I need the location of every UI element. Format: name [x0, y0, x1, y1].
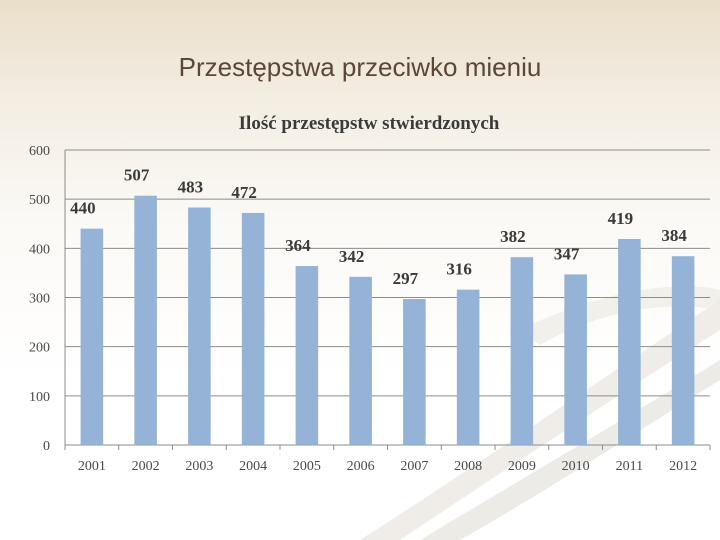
data-label: 507 [124, 166, 150, 185]
data-label: 316 [446, 260, 472, 279]
x-tick-label: 2011 [616, 459, 643, 474]
y-tick-label: 200 [29, 341, 50, 356]
y-tick-label: 400 [29, 242, 50, 257]
x-tick-label: 2012 [669, 459, 697, 474]
data-label: 364 [285, 236, 311, 255]
x-axis: 2001 2002 2003 2004 2005 2006 2007 2008 2009 2010… [78, 459, 697, 474]
data-label: 384 [661, 226, 687, 245]
data-label: 382 [500, 227, 526, 246]
y-tick-label: 500 [29, 193, 50, 208]
bar [510, 257, 534, 445]
bar [564, 274, 587, 445]
bar [456, 289, 480, 445]
x-tick-label: 2010 [562, 459, 590, 474]
bar [241, 212, 265, 445]
x-tick-label: 2006 [347, 459, 375, 474]
x-tick-label: 2007 [400, 459, 428, 474]
x-tick-label: 2004 [239, 459, 267, 474]
bar [403, 298, 426, 445]
bar [349, 276, 372, 445]
bar [618, 238, 641, 445]
data-label: 483 [178, 178, 204, 197]
y-tick-label: 100 [29, 390, 50, 405]
chart-title: Ilość przestępstw stwierdzonych [239, 113, 500, 134]
data-label: 472 [231, 183, 257, 202]
bar [671, 256, 695, 445]
x-tick-label: 2005 [293, 459, 321, 474]
bar [134, 195, 157, 445]
bar [188, 207, 211, 445]
data-label: 440 [70, 199, 96, 218]
x-tick-label: 2002 [132, 459, 160, 474]
slide-title: Przestępstwa przeciwko mieniu [178, 52, 542, 82]
bar [295, 266, 319, 445]
data-label: 342 [339, 247, 365, 266]
x-tick-label: 2001 [78, 459, 106, 474]
x-tick-label: 2003 [185, 459, 213, 474]
data-label: 419 [608, 209, 634, 228]
bar [80, 228, 104, 445]
bar-layer [80, 195, 695, 445]
data-label-layer: 440 507 483 472 364 342 297 316 382 347 419 384 [70, 166, 687, 288]
x-tick-label: 2009 [508, 459, 536, 474]
x-tick-label: 2008 [454, 459, 482, 474]
y-tick-label: 600 [29, 144, 50, 159]
y-tick-label: 300 [29, 292, 50, 307]
y-axis: 0 100 200 300 400 500 600 [29, 144, 50, 454]
grid-layer [64, 149, 711, 450]
y-tick-label: 0 [43, 439, 50, 454]
data-label: 347 [554, 244, 580, 263]
data-label: 297 [393, 269, 419, 288]
